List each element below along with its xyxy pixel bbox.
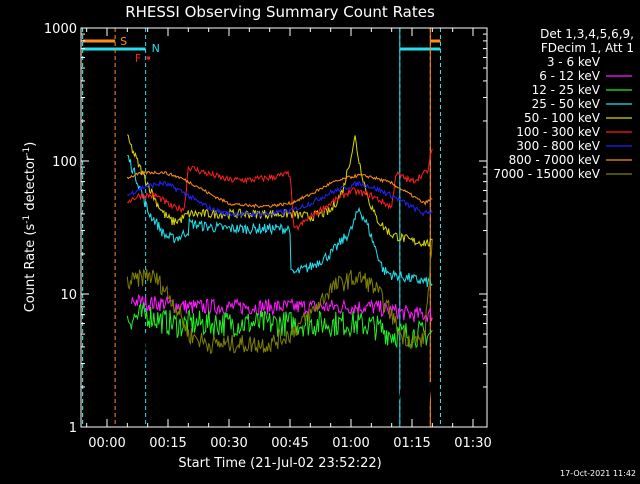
legend-label: 25 - 50 keV [532,97,601,111]
y-tick-label: 1 [69,421,77,436]
x-tick-label: 00:00 [88,436,125,451]
x-axis-label: Start Time (21-Jul-02 23:52:22) [178,456,381,471]
axes-group: 00:00 00:15 00:30 00:45 01:00 01:15 01:30 1 10 10… [44,22,492,451]
series-line [127,155,433,287]
x-tick-label: 01:30 [454,436,491,451]
series-line [126,302,433,349]
series-line [127,180,433,218]
series-line [126,170,433,209]
series-line [130,293,433,323]
legend-label: 300 - 800 keV [516,139,600,153]
legend-label: 6 - 12 keV [539,69,601,83]
legend-label: 800 - 7000 keV [509,153,601,167]
x-tick-label: 00:15 [149,436,186,451]
timestamp: 17-Oct-2021 11:42 [560,469,636,478]
x-tick-label: 00:30 [210,436,247,451]
y-axis-label-main: Count Rate (s [23,224,38,313]
series-line [126,238,433,355]
series-line [126,134,433,248]
y-axis-label-mid: detector [23,155,38,215]
flare-label: F [135,52,141,65]
legend-label: 7000 - 15000 keV [493,167,600,181]
legend-label: 3 - 6 keV [547,55,601,69]
x-tick-label: 00:45 [271,436,308,451]
series-line [127,148,433,232]
x-tick-label: 01:15 [393,436,430,451]
legend-label: 100 - 300 keV [516,125,600,139]
y-tick-label: 10 [60,288,77,303]
chart-title: RHESSI Observing Summary Count Rates [125,3,435,21]
y-axis-label-sup2: -1 [22,147,32,156]
legend: Det 1,3,4,5,6,9, FDecim 1, Att 1 3 - 6 k… [493,27,634,181]
y-axis-label-sup1: -1 [22,215,32,224]
plot-frame [80,27,488,428]
night-label: N [152,42,160,55]
y-tick-label: 1000 [44,22,77,37]
legend-header-line-2: FDecim 1, Att 1 [541,41,634,55]
legend-label: 50 - 100 keV [524,111,601,125]
legend-header-line-1: Det 1,3,4,5,6,9, [540,27,634,41]
saa-label: S [120,35,127,48]
y-axis-label: Count Rate (s-1 detector-1) [22,142,38,313]
y-axis-label-end: ) [23,142,38,147]
series-line [126,323,433,424]
y-tick-label: 100 [52,155,77,170]
x-tick-label: 01:00 [332,436,369,451]
legend-label: 12 - 25 keV [532,83,601,97]
